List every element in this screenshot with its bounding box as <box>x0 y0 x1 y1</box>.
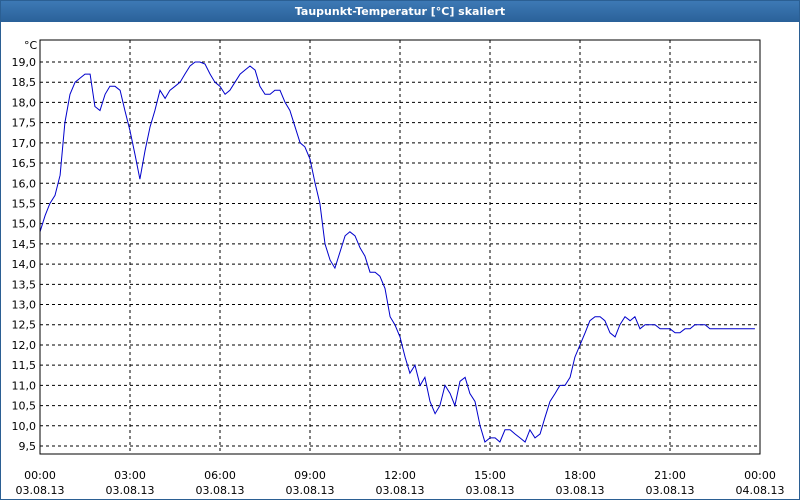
x-tick-time-label: 15:00 <box>474 469 506 482</box>
x-tick-date-label: 03.08.13 <box>376 484 425 497</box>
x-tick-time-label: 00:00 <box>744 469 776 482</box>
x-tick-date-label: 03.08.13 <box>646 484 695 497</box>
y-tick-label: 16,0 <box>12 177 37 190</box>
x-tick-date-label: 03.08.13 <box>556 484 605 497</box>
x-tick-date-label: 03.08.13 <box>196 484 245 497</box>
y-tick-label: 12,0 <box>12 339 37 352</box>
x-tick-date-label: 03.08.13 <box>106 484 155 497</box>
x-tick-time-label: 03:00 <box>114 469 146 482</box>
y-tick-label: 17,5 <box>12 117 37 130</box>
x-tick-date-label: 03.08.13 <box>466 484 515 497</box>
chart-title: Taupunkt-Temperatur [°C] skaliert <box>1 1 799 22</box>
y-tick-label: 14,0 <box>12 258 37 271</box>
x-tick-time-label: 21:00 <box>654 469 686 482</box>
y-tick-label: 15,5 <box>12 197 37 210</box>
y-tick-label: 17,0 <box>12 137 37 150</box>
x-tick-date-label: 03.08.13 <box>286 484 335 497</box>
plot-area-border <box>39 39 761 455</box>
y-tick-label: 9,5 <box>19 440 37 453</box>
dewpoint-series-line <box>39 61 755 443</box>
x-tick-time-label: 18:00 <box>564 469 596 482</box>
x-tick-time-label: 00:00 <box>24 469 56 482</box>
y-tick-label: 14,5 <box>12 238 37 251</box>
y-tick-label: 12,5 <box>12 319 37 332</box>
y-tick-label: 11,0 <box>12 379 37 392</box>
y-tick-label: 19,0 <box>12 56 37 69</box>
x-tick-time-label: 06:00 <box>204 469 236 482</box>
y-tick-label: 18,5 <box>12 76 37 89</box>
y-tick-label: 13,5 <box>12 278 37 291</box>
y-axis-unit-label: °C <box>24 39 38 52</box>
y-tick-label: 15,0 <box>12 218 37 231</box>
y-tick-label: 18,0 <box>12 96 37 109</box>
y-tick-label: 16,5 <box>12 157 37 170</box>
y-tick-label: 11,5 <box>12 359 37 372</box>
y-tick-label: 10,0 <box>12 420 37 433</box>
x-tick-time-label: 12:00 <box>384 469 416 482</box>
x-tick-time-label: 09:00 <box>294 469 326 482</box>
x-tick-date-label: 04.08.13 <box>736 484 785 497</box>
x-tick-date-label: 03.08.13 <box>16 484 65 497</box>
y-tick-label: 10,5 <box>12 400 37 413</box>
y-tick-label: 13,0 <box>12 299 37 312</box>
